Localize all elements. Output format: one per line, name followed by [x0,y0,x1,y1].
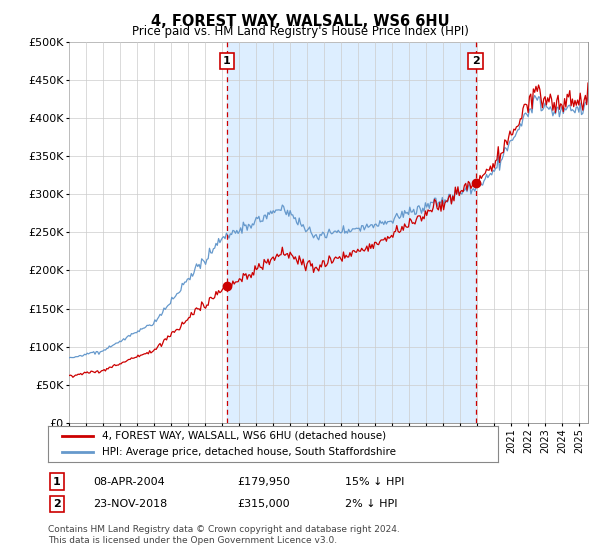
Text: 4, FOREST WAY, WALSALL, WS6 6HU: 4, FOREST WAY, WALSALL, WS6 6HU [151,14,449,29]
Text: 23-NOV-2018: 23-NOV-2018 [93,499,167,509]
Text: Price paid vs. HM Land Registry's House Price Index (HPI): Price paid vs. HM Land Registry's House … [131,25,469,38]
Text: 1: 1 [223,56,230,66]
Text: 1: 1 [53,477,61,487]
Text: 08-APR-2004: 08-APR-2004 [93,477,165,487]
Text: 2% ↓ HPI: 2% ↓ HPI [345,499,398,509]
Text: £315,000: £315,000 [237,499,290,509]
Text: 4, FOREST WAY, WALSALL, WS6 6HU (detached house): 4, FOREST WAY, WALSALL, WS6 6HU (detache… [102,431,386,441]
Text: 15% ↓ HPI: 15% ↓ HPI [345,477,404,487]
Text: 2: 2 [53,499,61,509]
Text: 2: 2 [472,56,479,66]
Text: £179,950: £179,950 [237,477,290,487]
Text: This data is licensed under the Open Government Licence v3.0.: This data is licensed under the Open Gov… [48,536,337,545]
Text: Contains HM Land Registry data © Crown copyright and database right 2024.: Contains HM Land Registry data © Crown c… [48,525,400,534]
Bar [227,42,476,423]
Text: HPI: Average price, detached house, South Staffordshire: HPI: Average price, detached house, Sout… [102,447,396,457]
